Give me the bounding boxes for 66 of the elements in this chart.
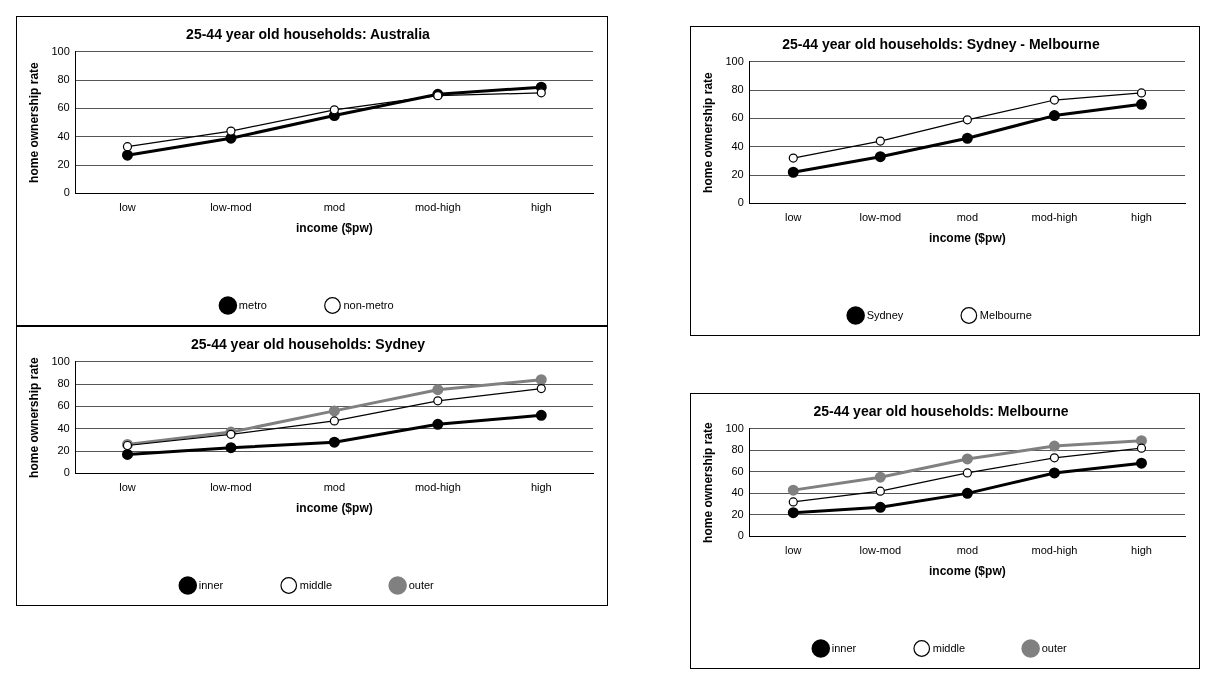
x-tick-label: mod-high: [1031, 544, 1078, 557]
x-tick-label: low-mod: [859, 544, 902, 557]
y-tick-label: 80: [57, 73, 70, 86]
y-tick-label: 0: [63, 186, 70, 199]
chart-title: 25-44 year old households: Melbourne: [813, 403, 1069, 420]
y-tick-label: 60: [57, 399, 70, 412]
x-tick-label: mod-high: [1031, 211, 1078, 224]
y-tick-label: 60: [57, 101, 70, 114]
x-axis-title: income ($pw): [296, 221, 373, 236]
y-tick-label: 0: [63, 466, 70, 479]
x-tick-label: high: [1131, 544, 1152, 557]
y-tick-label: 20: [731, 507, 744, 520]
legend-label: Sydney: [866, 308, 904, 321]
y-tick-label: 0: [737, 529, 744, 542]
x-axis-title: income ($pw): [929, 231, 1006, 246]
y-tick-label: 100: [725, 421, 744, 434]
y-tick-label: 100: [51, 44, 70, 57]
y-tick-label: 100: [51, 354, 70, 367]
y-tick-label: 40: [731, 486, 744, 499]
x-tick-label: low: [119, 201, 136, 214]
chart-title: 25-44 year old households: Sydney: [190, 336, 426, 353]
y-tick-label: 60: [731, 111, 744, 124]
y-tick-label: 20: [57, 444, 70, 457]
y-tick-label: 80: [731, 83, 744, 96]
x-tick-label: mod: [956, 544, 979, 557]
x-axis-title: income ($pw): [929, 564, 1006, 579]
x-tick-label: low: [785, 211, 802, 224]
x-tick-label: low: [119, 481, 136, 494]
x-tick-label: high: [530, 481, 552, 494]
legend-label: inner: [198, 578, 224, 591]
legend-label: metro: [238, 298, 267, 311]
x-tick-label: mod-high: [414, 201, 461, 214]
x-axis-title: income ($pw): [296, 501, 373, 516]
y-tick-label: 60: [731, 464, 744, 477]
y-tick-label: 40: [57, 421, 70, 434]
x-tick-label: high: [530, 201, 552, 214]
y-tick-label: 40: [731, 139, 744, 152]
x-tick-label: low: [785, 544, 802, 557]
chart-title: 25-44 year old households: Sydney - Melbourne: [782, 36, 1100, 53]
y-tick-label: 20: [57, 158, 70, 171]
x-tick-label: mod: [323, 201, 346, 214]
x-tick-label: high: [1131, 211, 1152, 224]
legend-label: Melbourne: [979, 308, 1032, 321]
y-tick-label: 20: [731, 168, 744, 181]
legend-label: middle: [299, 578, 333, 591]
x-tick-label: low-mod: [859, 211, 902, 224]
y-tick-label: 40: [57, 129, 70, 142]
y-tick-label: 80: [731, 443, 744, 456]
x-tick-label: low-mod: [210, 481, 252, 494]
y-axis-title: home ownership rate: [700, 421, 715, 543]
y-tick-label: 80: [57, 377, 70, 390]
x-tick-label: mod: [956, 211, 979, 224]
x-tick-label: low-mod: [210, 201, 252, 214]
legend-label: inner: [831, 641, 857, 654]
chart-title: 25-44 year old households: Australia: [186, 26, 431, 43]
legend-label: middle: [932, 641, 966, 654]
y-axis-title: home ownership rate: [26, 61, 41, 183]
y-axis-title: home ownership rate: [700, 71, 715, 193]
x-tick-label: mod-high: [414, 481, 461, 494]
y-tick-label: 0: [737, 196, 744, 209]
x-tick-label: mod: [323, 481, 346, 494]
y-tick-label: 100: [725, 54, 744, 67]
legend-label: outer: [1041, 641, 1068, 654]
legend-label: non-metro: [343, 298, 394, 311]
y-axis-title: home ownership rate: [26, 356, 41, 478]
legend-label: outer: [408, 578, 435, 591]
